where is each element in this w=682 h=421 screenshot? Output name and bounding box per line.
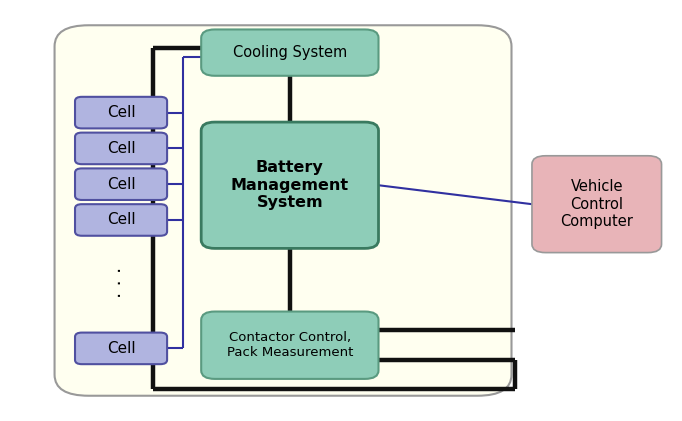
- FancyBboxPatch shape: [75, 97, 167, 128]
- Text: Cooling System: Cooling System: [233, 45, 347, 60]
- FancyBboxPatch shape: [75, 204, 167, 236]
- Text: Cell: Cell: [107, 177, 135, 192]
- FancyBboxPatch shape: [201, 29, 379, 76]
- Text: Cell: Cell: [107, 141, 135, 156]
- Text: Cell: Cell: [107, 105, 135, 120]
- FancyBboxPatch shape: [75, 333, 167, 364]
- FancyBboxPatch shape: [75, 133, 167, 164]
- Text: Vehicle
Control
Computer: Vehicle Control Computer: [561, 179, 633, 229]
- Text: Cell: Cell: [107, 341, 135, 356]
- FancyBboxPatch shape: [532, 156, 662, 253]
- Text: Cell: Cell: [107, 213, 135, 227]
- Text: Contactor Control,
Pack Measurement: Contactor Control, Pack Measurement: [226, 331, 353, 359]
- FancyBboxPatch shape: [75, 168, 167, 200]
- FancyBboxPatch shape: [55, 25, 512, 396]
- Text: · · ·: · · ·: [112, 266, 131, 298]
- Text: Battery
Management
System: Battery Management System: [231, 160, 349, 210]
- FancyBboxPatch shape: [201, 122, 379, 248]
- FancyBboxPatch shape: [201, 312, 379, 379]
